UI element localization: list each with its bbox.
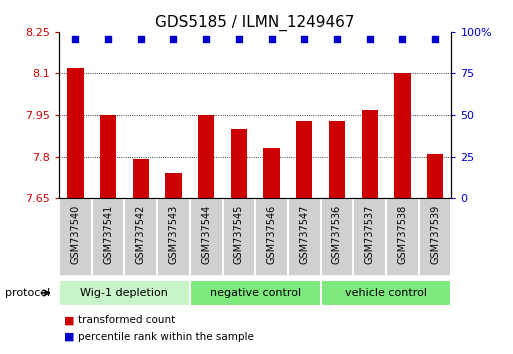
Bar (231, 129, 247, 198)
Bar (165, 173, 182, 198)
Bar (329, 121, 345, 198)
Point (169, 36, 177, 42)
Bar (190, 280, 321, 306)
Point (333, 36, 341, 42)
Text: ■: ■ (64, 332, 74, 342)
Text: GSM737547: GSM737547 (299, 205, 309, 264)
Title: GDS5185 / ILMN_1249467: GDS5185 / ILMN_1249467 (155, 14, 355, 30)
Text: GSM737545: GSM737545 (234, 205, 244, 264)
Bar (362, 109, 378, 198)
Text: GSM737537: GSM737537 (365, 205, 374, 264)
Text: protocol: protocol (5, 288, 50, 298)
Point (267, 36, 275, 42)
Bar (255, 198, 288, 276)
Text: transformed count: transformed count (78, 315, 176, 325)
Bar (132, 159, 149, 198)
Text: negative control: negative control (210, 288, 301, 298)
Point (136, 36, 145, 42)
Bar (157, 198, 190, 276)
Bar (394, 74, 410, 198)
Bar (198, 115, 214, 198)
Bar (100, 115, 116, 198)
Text: vehicle control: vehicle control (345, 288, 427, 298)
Bar (92, 198, 125, 276)
Bar (124, 198, 157, 276)
Point (104, 36, 112, 42)
Bar (296, 121, 312, 198)
Point (300, 36, 308, 42)
Bar (386, 198, 419, 276)
Bar (321, 198, 353, 276)
Text: GSM737543: GSM737543 (168, 205, 179, 264)
Bar (288, 198, 321, 276)
Bar (59, 198, 92, 276)
Text: percentile rank within the sample: percentile rank within the sample (78, 332, 254, 342)
Bar (427, 154, 443, 198)
Bar (223, 198, 255, 276)
Point (398, 36, 406, 42)
Bar (263, 148, 280, 198)
Text: GSM737536: GSM737536 (332, 205, 342, 264)
Text: GSM737538: GSM737538 (398, 205, 407, 264)
Bar (321, 280, 451, 306)
Text: GSM737540: GSM737540 (70, 205, 81, 264)
Point (202, 36, 210, 42)
Text: Wig-1 depletion: Wig-1 depletion (81, 288, 168, 298)
Bar (190, 198, 223, 276)
Point (71, 36, 80, 42)
Bar (59, 280, 190, 306)
Bar (67, 68, 84, 198)
Text: GSM737546: GSM737546 (267, 205, 277, 264)
Text: ■: ■ (64, 315, 74, 325)
Text: GSM737542: GSM737542 (136, 205, 146, 264)
Text: GSM737541: GSM737541 (103, 205, 113, 264)
Text: GSM737539: GSM737539 (430, 205, 440, 264)
Bar (419, 198, 451, 276)
Point (431, 36, 439, 42)
Point (235, 36, 243, 42)
Text: GSM737544: GSM737544 (201, 205, 211, 264)
Bar (353, 198, 386, 276)
Point (366, 36, 374, 42)
